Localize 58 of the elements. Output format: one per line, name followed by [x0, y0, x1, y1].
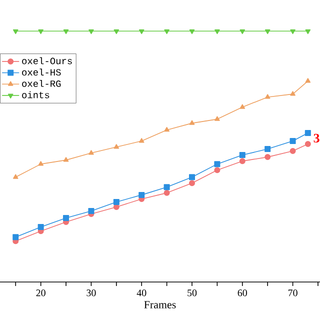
- legend-label: oints: [22, 91, 50, 98]
- point: [38, 29, 44, 34]
- point: [290, 29, 296, 34]
- point: [164, 126, 170, 132]
- x-axis-title: Frames: [144, 301, 176, 308]
- point: [138, 29, 144, 34]
- point: [138, 192, 145, 198]
- point: [88, 150, 94, 155]
- point: [290, 138, 296, 144]
- point: [164, 29, 170, 34]
- x-tick-label: 70: [288, 290, 298, 296]
- x-tick-label: 20: [36, 290, 46, 296]
- point: [63, 29, 69, 34]
- point: [38, 161, 44, 166]
- point: [264, 154, 271, 160]
- x-tick-label: 40: [136, 290, 146, 296]
- point: [304, 130, 311, 136]
- point: [214, 161, 220, 168]
- point: [189, 29, 195, 34]
- point: [63, 157, 69, 162]
- point: [214, 116, 220, 121]
- point: [189, 180, 195, 186]
- point: [240, 29, 246, 34]
- point: [63, 215, 70, 222]
- point: [305, 78, 311, 83]
- point: [114, 144, 120, 149]
- point: [164, 190, 170, 196]
- annotation: 3: [314, 134, 320, 143]
- point: [114, 29, 120, 34]
- x-tick-label: 30: [86, 290, 96, 296]
- point: [264, 29, 270, 34]
- point: [264, 146, 271, 152]
- point: [239, 152, 246, 158]
- point: [113, 198, 120, 205]
- point: [138, 138, 144, 143]
- point: [38, 224, 44, 230]
- point: [240, 104, 246, 109]
- point: [304, 141, 311, 148]
- x-tick-label: 50: [188, 290, 197, 296]
- point: [12, 234, 19, 240]
- point: [264, 94, 270, 99]
- point: [305, 29, 311, 34]
- point: [189, 120, 195, 125]
- point: [88, 29, 94, 34]
- point: [239, 158, 246, 164]
- point: [214, 167, 220, 174]
- legend-label: oxel-RG: [22, 80, 61, 87]
- legend-label: oxel-HS: [22, 68, 61, 76]
- point: [290, 148, 296, 154]
- legend-label: oxel-Ours: [22, 57, 72, 64]
- point: [290, 91, 296, 96]
- point: [12, 174, 18, 179]
- x-tick-label: 60: [238, 290, 248, 296]
- point: [214, 29, 220, 34]
- point: [164, 184, 170, 190]
- point: [88, 208, 94, 214]
- point: [189, 174, 195, 180]
- point: [12, 29, 18, 34]
